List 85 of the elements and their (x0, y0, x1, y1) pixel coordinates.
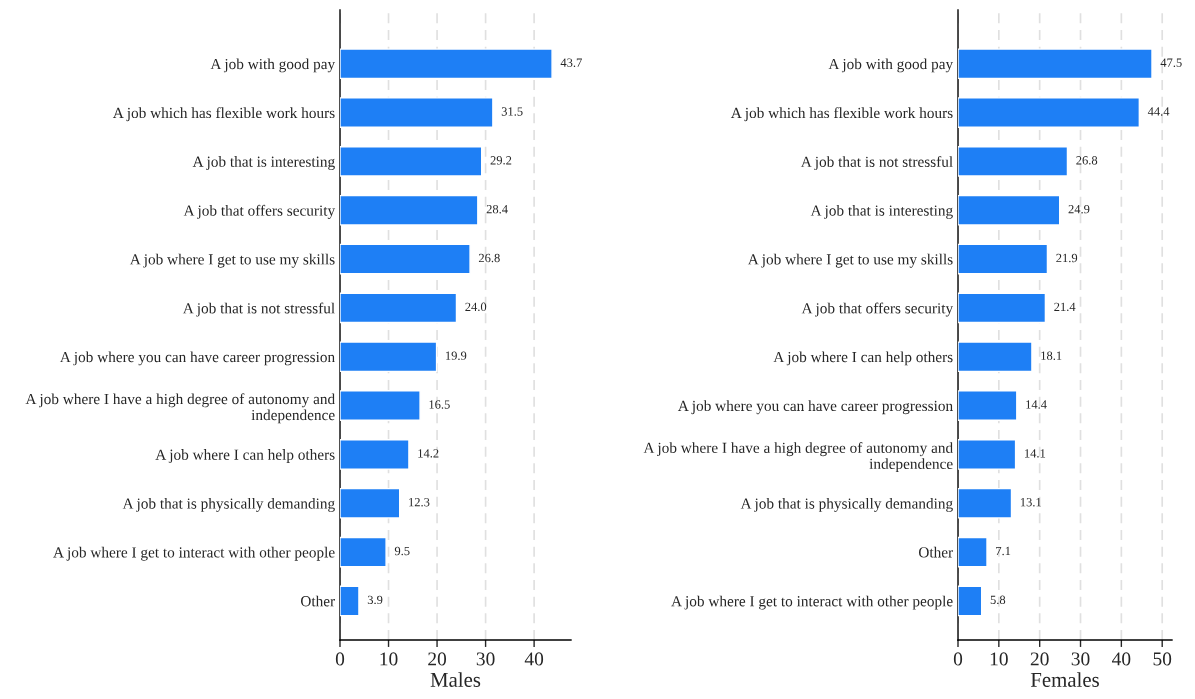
y-tick-label: A job where I get to use my skills (129, 253, 335, 268)
y-tick-label: A job that offers security (183, 204, 336, 219)
bar (340, 585, 360, 617)
bar (958, 585, 983, 617)
x-tick-label: 20 (428, 652, 447, 666)
bar (340, 146, 483, 177)
bar (958, 48, 1153, 80)
data-label: 7.1 (996, 546, 1011, 556)
bar (958, 292, 1047, 324)
data-label: 21.9 (1056, 253, 1078, 263)
bar (340, 390, 421, 421)
y-tick-label: A job that is physically demanding (740, 497, 953, 512)
data-label: 18.1 (1041, 351, 1062, 360)
x-tick-label: 20 (1030, 652, 1049, 666)
y-tick-label: A job with good pay (210, 58, 336, 73)
y-tick-label: A job that is physically demanding (122, 497, 335, 512)
y-tick-label: A job with good pay (828, 58, 954, 73)
data-label: 16.5 (429, 400, 450, 409)
data-label: 14.1 (1025, 449, 1046, 458)
bar (958, 487, 1013, 519)
x-tick-label: 0 (953, 652, 963, 666)
x-tick-label: 10 (380, 652, 398, 666)
y-tick-label: A job where I can help others (773, 351, 953, 366)
bar (958, 146, 1069, 177)
data-label: 14.2 (418, 449, 439, 458)
y-tick-label: Other (918, 546, 953, 558)
data-label: 3.9 (367, 595, 383, 605)
y-tick-label: A job where I get to interact with other people (671, 595, 953, 610)
data-label: 19.9 (446, 351, 467, 360)
y-tick-label: A job where I get to interact with other people (53, 546, 335, 561)
bar (340, 536, 387, 568)
data-label: 24.9 (1068, 204, 1090, 214)
y-tick-label: Other (300, 595, 335, 607)
bar (340, 243, 471, 275)
y-tick-label: A job where I get to use my skills (747, 253, 953, 268)
bar (958, 341, 1033, 373)
data-label: 5.8 (990, 595, 1006, 605)
bar (340, 439, 410, 470)
data-label: 26.8 (1076, 156, 1098, 165)
x-axis-title: Females (1030, 672, 1099, 687)
y-tick-label: A job where I have a high degree of autonomy and independence (643, 442, 953, 473)
y-tick-label: A job that is not stressful (800, 156, 953, 171)
data-label: 14.4 (1026, 400, 1047, 409)
x-tick-label: 10 (990, 652, 1008, 666)
x-tick-label: 30 (1071, 652, 1090, 666)
data-label: 9.5 (394, 546, 410, 556)
data-label: 24.0 (465, 302, 487, 312)
y-tick-label: A job that offers security (801, 302, 954, 317)
y-tick-label: A job that is interesting (192, 156, 335, 170)
bar (340, 97, 494, 128)
x-tick-label: 30 (476, 652, 495, 666)
bar (340, 48, 553, 80)
data-label: 12.3 (409, 497, 430, 507)
bar (340, 341, 438, 373)
data-label: 31.5 (501, 107, 523, 116)
data-label: 28.4 (486, 204, 508, 214)
data-label: 26.8 (478, 253, 500, 263)
y-tick-label: A job where you can have career progression (59, 351, 335, 366)
data-label: 29.2 (490, 156, 512, 165)
x-tick-label: 40 (524, 652, 544, 666)
data-label: 44.4 (1147, 107, 1170, 116)
y-tick-label: A job which has flexible work hours (112, 107, 335, 122)
y-tick-label: A job where I can help others (155, 449, 335, 463)
bar (958, 97, 1141, 128)
bar (958, 536, 988, 568)
y-tick-label: A job that is interesting (810, 204, 953, 219)
data-label: 43.7 (560, 58, 582, 67)
bar (340, 487, 401, 519)
bar (958, 439, 1017, 470)
y-tick-label: A job which has flexible work hours (730, 107, 953, 122)
y-tick-label: A job where you can have career progression (677, 400, 953, 415)
bar (958, 194, 1061, 226)
x-tick-label: 0 (335, 652, 345, 666)
x-tick-label: 40 (1112, 652, 1131, 666)
y-tick-label: A job that is not stressful (182, 302, 335, 317)
bar (958, 243, 1049, 275)
x-tick-label: 50 (1153, 652, 1172, 666)
y-tick-label: A job where I have a high degree of autonomy and independence (25, 393, 335, 424)
bar (958, 390, 1018, 421)
bar (340, 292, 458, 324)
x-axis-title: Males (430, 672, 481, 687)
data-label: 13.1 (1020, 497, 1041, 507)
bar (340, 194, 479, 226)
data-label: 21.4 (1054, 302, 1076, 312)
data-label: 47.5 (1160, 58, 1182, 67)
